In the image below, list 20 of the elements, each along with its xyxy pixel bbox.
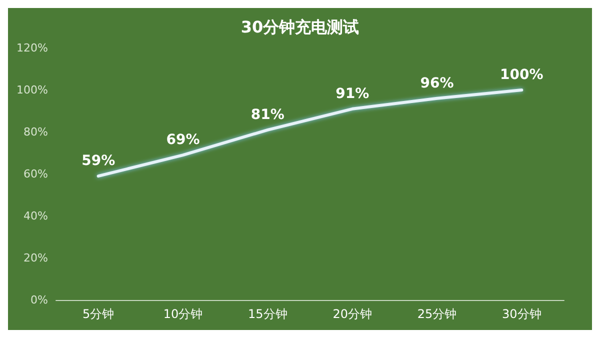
data-label: 81% <box>250 106 284 123</box>
y-tick-label: 100% <box>16 84 48 96</box>
y-tick-label: 20% <box>24 252 48 264</box>
y-tick-label: 120% <box>16 42 48 54</box>
data-label: 100% <box>500 67 544 83</box>
y-tick-label: 40% <box>24 210 48 222</box>
y-tick-label: 0% <box>30 294 48 306</box>
data-label: 96% <box>420 75 454 92</box>
x-tick-label: 25分钟 <box>417 307 457 321</box>
x-tick-label: 30分钟 <box>502 307 542 321</box>
y-tick-label: 60% <box>24 168 48 180</box>
x-tick-label: 15分钟 <box>248 307 288 321</box>
data-label: 59% <box>82 153 116 170</box>
x-tick-label: 5分钟 <box>82 307 114 321</box>
x-tick-label: 20分钟 <box>332 307 372 321</box>
data-label: 69% <box>166 132 200 148</box>
x-tick-label: 10分钟 <box>163 307 203 321</box>
y-tick-label: 80% <box>24 126 48 138</box>
chart-title: 30分钟充电测试 <box>240 18 360 36</box>
data-label: 91% <box>336 86 370 102</box>
